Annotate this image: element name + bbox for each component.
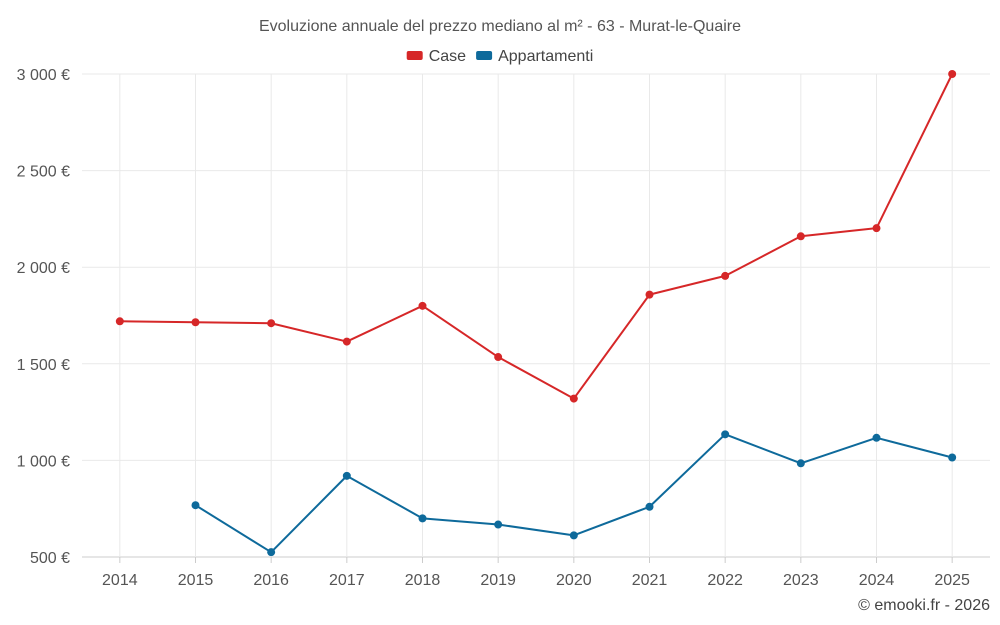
y-axis: 500 € 1 000 € 1 500 € 2 000 € 2 500 € 3 000 € bbox=[17, 67, 70, 567]
x-tick-label: 2021 bbox=[632, 572, 668, 589]
data-point-case-2023[interactable] bbox=[796, 232, 805, 241]
data-point-case-2022[interactable] bbox=[721, 271, 730, 280]
data-point-appartamenti-2016[interactable] bbox=[267, 548, 276, 557]
data-point-appartamenti-2018[interactable] bbox=[418, 514, 427, 523]
data-point-case-2021[interactable] bbox=[645, 290, 654, 299]
x-tick-label: 2025 bbox=[934, 572, 970, 589]
x-tick-label: 2015 bbox=[178, 572, 214, 589]
credit-text: © emooki.fr - 2026 bbox=[858, 597, 990, 614]
y-tick-label: 2 000 € bbox=[17, 260, 70, 277]
legend-swatch bbox=[476, 51, 493, 60]
data-point-case-2016[interactable] bbox=[267, 319, 276, 328]
data-point-appartamenti-2024[interactable] bbox=[872, 433, 881, 442]
legend-item-case[interactable]: Case bbox=[406, 48, 466, 65]
data-point-appartamenti-2017[interactable] bbox=[342, 471, 351, 480]
data-point-appartamenti-2023[interactable] bbox=[796, 459, 805, 468]
x-tick-label: 2024 bbox=[859, 572, 895, 589]
series-appartamenti bbox=[191, 430, 957, 557]
data-point-appartamenti-2022[interactable] bbox=[721, 430, 730, 439]
legend-label: Appartamenti bbox=[498, 48, 593, 65]
chart-title: Evoluzione annuale del prezzo mediano al… bbox=[259, 18, 741, 35]
x-tick-label: 2017 bbox=[329, 572, 365, 589]
data-point-case-2024[interactable] bbox=[872, 224, 881, 233]
legend-swatch bbox=[406, 51, 423, 60]
series-layer bbox=[115, 70, 957, 557]
x-axis: 2014 2015 2016 2017 2018 2019 2020 2021 2022 2023… bbox=[102, 557, 970, 589]
data-point-appartamenti-2020[interactable] bbox=[569, 531, 578, 540]
legend-label: Case bbox=[429, 48, 466, 65]
data-point-case-2014[interactable] bbox=[115, 317, 124, 326]
x-tick-label: 2020 bbox=[556, 572, 592, 589]
data-point-case-2018[interactable] bbox=[418, 301, 427, 310]
gridlines bbox=[82, 73, 990, 558]
data-point-case-2020[interactable] bbox=[569, 394, 578, 403]
x-tick-label: 2019 bbox=[480, 572, 516, 589]
data-point-appartamenti-2025[interactable] bbox=[948, 453, 957, 462]
data-point-case-2019[interactable] bbox=[494, 353, 503, 362]
x-tick-label: 2016 bbox=[253, 572, 289, 589]
x-tick-label: 2014 bbox=[102, 572, 138, 589]
data-point-case-2025[interactable] bbox=[948, 70, 957, 78]
x-tick-label: 2022 bbox=[707, 572, 743, 589]
data-point-case-2017[interactable] bbox=[342, 337, 351, 346]
data-point-case-2015[interactable] bbox=[191, 318, 200, 327]
legend-item-appartamenti[interactable]: Appartamenti bbox=[476, 48, 593, 65]
data-point-appartamenti-2019[interactable] bbox=[494, 520, 503, 529]
y-tick-label: 3 000 € bbox=[17, 67, 70, 84]
x-tick-label: 2018 bbox=[405, 572, 441, 589]
y-tick-label: 2 500 € bbox=[17, 164, 70, 181]
series-case bbox=[115, 70, 957, 403]
y-tick-label: 1 500 € bbox=[17, 357, 70, 374]
x-tick-label: 2023 bbox=[783, 572, 819, 589]
data-point-appartamenti-2021[interactable] bbox=[645, 502, 654, 511]
data-point-appartamenti-2015[interactable] bbox=[191, 501, 200, 510]
y-tick-label: 500 € bbox=[30, 550, 70, 567]
legend: Case Appartamenti bbox=[406, 48, 593, 65]
series-line-case bbox=[119, 73, 954, 400]
y-tick-label: 1 000 € bbox=[17, 453, 70, 470]
